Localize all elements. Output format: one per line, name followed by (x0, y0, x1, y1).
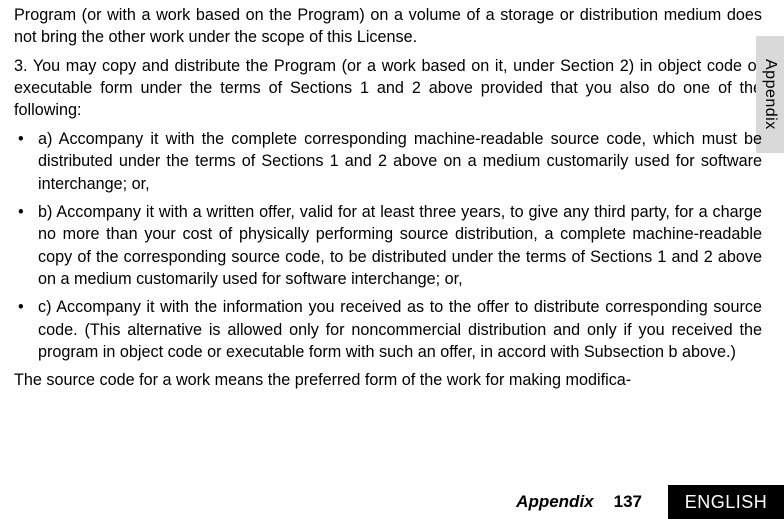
bullet-item-a: a) Accompany it with the complete corres… (14, 128, 762, 195)
content-area: Program (or with a work based on the Pro… (0, 0, 784, 392)
bullet-item-b: b) Accompany it with a written offer, va… (14, 201, 762, 290)
footer: Appendix 137 ENGLISH (0, 485, 784, 519)
footer-page-number: 137 (614, 492, 642, 512)
footer-language-badge: ENGLISH (668, 485, 784, 519)
paragraph-3: The source code for a work means the pre… (14, 369, 762, 391)
paragraph-2: 3. You may copy and distribute the Progr… (14, 55, 762, 122)
bullet-item-c: c) Accompany it with the information you… (14, 296, 762, 363)
footer-language-text: ENGLISH (685, 492, 768, 513)
footer-section-label: Appendix (516, 492, 593, 512)
side-tab-label: Appendix (761, 59, 779, 130)
bullet-list: a) Accompany it with the complete corres… (14, 128, 762, 364)
paragraph-1: Program (or with a work based on the Pro… (14, 4, 762, 49)
